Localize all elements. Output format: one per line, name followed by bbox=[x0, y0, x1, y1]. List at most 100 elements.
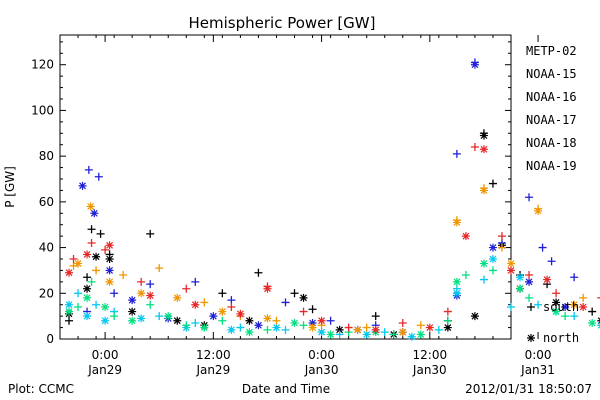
south-mark bbox=[552, 289, 561, 298]
axis-ticks: 0204060801001200:00Jan2912:00Jan290:00Ja… bbox=[31, 35, 555, 377]
north-mark bbox=[263, 314, 272, 323]
south-mark bbox=[299, 321, 308, 330]
legend-entry: NOAA-16 bbox=[526, 90, 577, 104]
north-mark bbox=[236, 309, 245, 318]
plot-frame bbox=[59, 34, 512, 340]
north-mark bbox=[317, 316, 326, 325]
south-mark bbox=[479, 184, 488, 193]
south-mark bbox=[308, 305, 317, 314]
series-metp-02 bbox=[65, 129, 600, 339]
south-mark bbox=[579, 293, 588, 302]
x-axis-label: Date and Time bbox=[242, 382, 330, 396]
north-mark bbox=[552, 298, 561, 307]
series-noaa-15 bbox=[78, 58, 579, 337]
south-mark bbox=[452, 216, 461, 225]
north-mark bbox=[245, 316, 254, 325]
south-mark bbox=[155, 312, 164, 321]
south-mark bbox=[110, 312, 119, 321]
north-mark bbox=[137, 314, 146, 323]
north-mark bbox=[78, 181, 87, 190]
south-mark bbox=[101, 245, 110, 254]
north-mark bbox=[218, 307, 227, 316]
south-mark bbox=[281, 325, 290, 334]
south-mark bbox=[200, 298, 209, 307]
south-mark bbox=[182, 321, 191, 330]
x-tick-time: 12:00 bbox=[196, 348, 231, 362]
north-mark bbox=[425, 323, 434, 332]
south-mark bbox=[96, 229, 105, 238]
north-mark bbox=[362, 330, 371, 339]
south-mark bbox=[371, 312, 380, 321]
south-mark bbox=[452, 284, 461, 293]
south-mark bbox=[525, 293, 534, 302]
north-mark bbox=[128, 296, 137, 305]
north-mark bbox=[543, 275, 552, 284]
y-axis-label: P [GW] bbox=[3, 166, 17, 208]
south-mark bbox=[155, 264, 164, 273]
south-mark bbox=[461, 271, 470, 279]
north-mark bbox=[335, 325, 344, 334]
legend-north: north bbox=[527, 331, 579, 345]
north-mark bbox=[105, 255, 114, 263]
legend-south: south bbox=[527, 300, 579, 314]
north-mark bbox=[527, 334, 535, 342]
south-mark bbox=[389, 330, 398, 339]
south-mark bbox=[137, 277, 146, 286]
south-mark bbox=[434, 325, 443, 334]
north-mark bbox=[128, 307, 137, 316]
north-mark bbox=[407, 332, 416, 341]
series-noaa-18 bbox=[69, 184, 588, 337]
north-mark bbox=[479, 259, 488, 268]
north-mark bbox=[65, 300, 74, 309]
north-mark bbox=[488, 243, 497, 252]
south-mark bbox=[443, 316, 452, 325]
north-mark bbox=[90, 209, 99, 218]
south-mark bbox=[416, 321, 425, 330]
legend-entry: METP-02 bbox=[526, 44, 577, 58]
south-mark bbox=[534, 300, 543, 309]
north-mark bbox=[227, 325, 236, 334]
x-tick-date: Jan31 bbox=[520, 363, 555, 377]
south-mark bbox=[191, 277, 200, 286]
north-mark bbox=[173, 293, 182, 302]
north-mark bbox=[200, 323, 209, 332]
south-mark bbox=[218, 289, 227, 298]
south-mark bbox=[452, 149, 461, 158]
north-mark bbox=[525, 277, 534, 286]
south-mark bbox=[479, 275, 488, 284]
y-tick-label: 60 bbox=[39, 195, 54, 209]
x-tick-time: 0:00 bbox=[308, 348, 335, 362]
legend: METP-02 NOAA-15 NOAA-16 NOAA-17 NOAA-18 NOAA-… bbox=[526, 44, 579, 345]
north-mark bbox=[470, 312, 479, 321]
south-mark bbox=[87, 239, 96, 247]
south-mark bbox=[272, 316, 281, 325]
legend-entry: NOAA-18 bbox=[526, 136, 577, 150]
north-mark bbox=[561, 303, 570, 311]
north-mark bbox=[398, 328, 407, 337]
north-mark bbox=[516, 284, 525, 293]
south-mark bbox=[218, 316, 227, 325]
north-mark bbox=[452, 289, 461, 298]
legend-entry: NOAA-17 bbox=[526, 113, 577, 127]
north-mark bbox=[452, 277, 461, 286]
south-mark bbox=[497, 243, 506, 252]
series-noaa-19 bbox=[65, 143, 600, 334]
south-mark bbox=[105, 250, 114, 259]
north-mark bbox=[416, 330, 425, 339]
footer-timestamp: 2012/01/31 18:50:07 bbox=[465, 382, 592, 396]
south-mark bbox=[236, 323, 245, 332]
north-mark bbox=[272, 323, 281, 332]
legend-entry: NOAA-15 bbox=[526, 67, 577, 81]
north-mark bbox=[74, 259, 83, 268]
footer-source: Plot: CCMC bbox=[8, 382, 74, 396]
south-mark bbox=[281, 298, 290, 307]
south-mark bbox=[146, 280, 155, 289]
south-mark bbox=[570, 273, 579, 282]
north-mark bbox=[101, 316, 110, 325]
south-mark bbox=[527, 303, 535, 311]
south-mark bbox=[92, 266, 101, 275]
north-mark bbox=[317, 328, 326, 337]
north-mark bbox=[65, 268, 74, 277]
south-mark bbox=[65, 316, 74, 325]
